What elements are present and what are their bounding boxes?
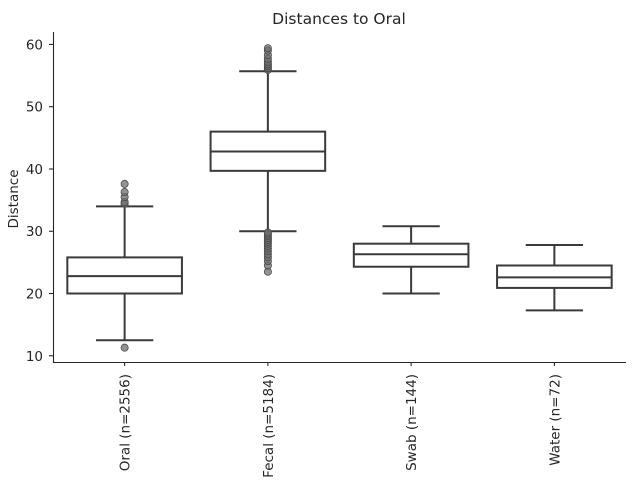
outlier-point [120,343,129,352]
boxes-group [66,44,613,352]
x-tick-label: Fecal (n=5184) [261,374,277,478]
box-2 [352,225,470,295]
y-tick-label: 30 [26,224,43,240]
outlier-point [263,44,272,53]
outlier-point [120,179,129,188]
y-tick-label: 60 [26,37,43,53]
chart-title: Distances to Oral [272,10,406,28]
outlier-point [120,188,129,197]
x-tick-label: Swab (n=144) [404,374,420,471]
box-0 [66,179,183,352]
y-tick-label: 40 [26,162,43,178]
x-axis-ticks: Oral (n=2556) Fecal (n=5184) Swab (n=144) W… [118,362,563,478]
outlier-point [263,228,272,237]
y-tick-label: 50 [26,100,43,116]
y-axis-label: Distance [6,169,22,228]
y-tick-label: 10 [26,349,43,365]
box-1 [209,44,327,276]
box-3 [496,243,613,312]
y-axis-ticks: 10 20 30 40 50 60 [26,37,53,365]
x-tick-label: Water (n=72) [547,374,563,466]
y-tick-label: 20 [26,287,43,303]
x-tick-label: Oral (n=2556) [118,374,134,471]
